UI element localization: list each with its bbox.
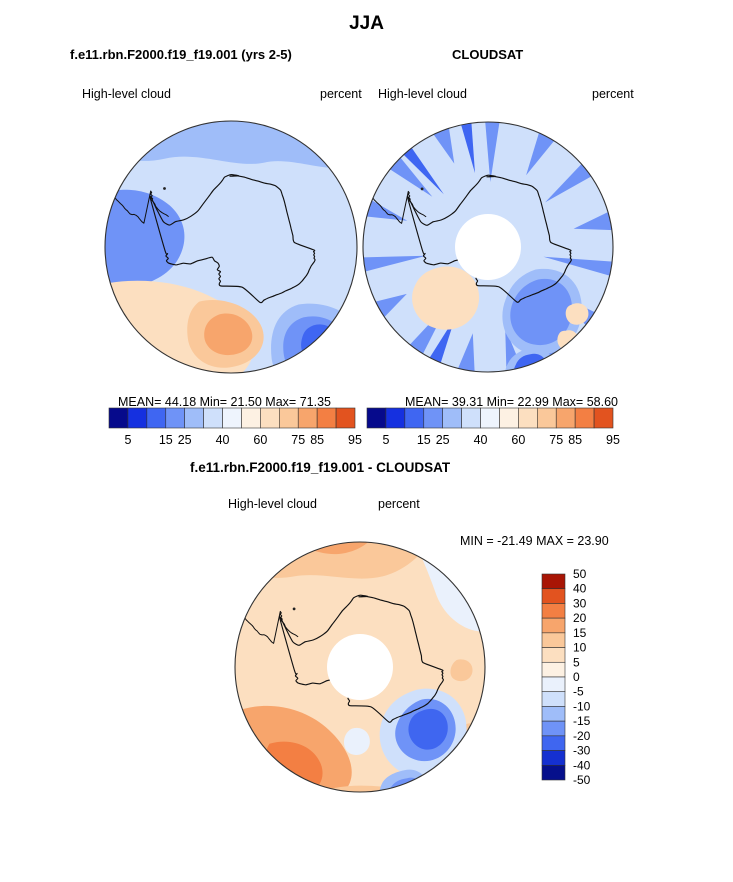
svg-text:-40: -40: [573, 758, 591, 772]
svg-text:-10: -10: [573, 699, 591, 713]
svg-text:5: 5: [573, 655, 580, 669]
svg-text:20: 20: [573, 611, 587, 625]
svg-text:10: 10: [573, 641, 587, 655]
svg-text:-30: -30: [573, 744, 591, 758]
svg-text:-15: -15: [573, 714, 591, 728]
svg-text:-5: -5: [573, 685, 584, 699]
svg-text:50: 50: [573, 567, 587, 581]
svg-text:40: 40: [573, 582, 587, 596]
svg-text:0: 0: [573, 670, 580, 684]
svg-text:-20: -20: [573, 729, 591, 743]
svg-text:15: 15: [573, 626, 587, 640]
svg-text:-50: -50: [573, 773, 591, 787]
svg-text:30: 30: [573, 596, 587, 610]
